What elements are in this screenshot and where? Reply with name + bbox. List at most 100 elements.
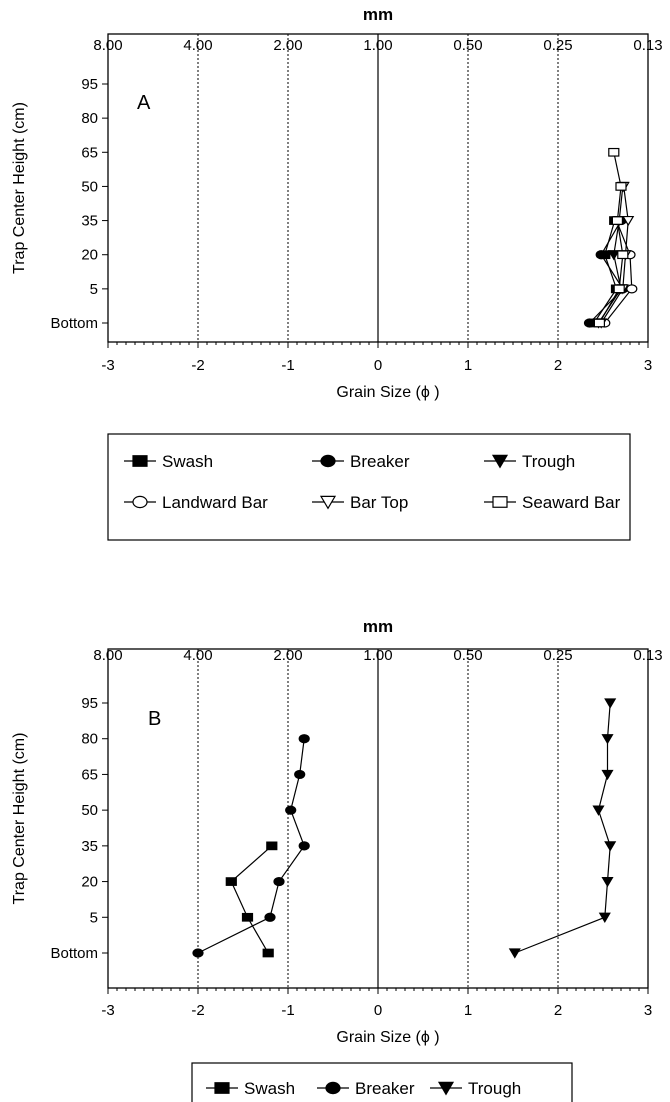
legend-box	[191, 1062, 573, 1102]
legend-a: Swash Breaker Trough Landward Bar Bar Top Sea…	[107, 433, 631, 541]
chart-panel-b: -3 -2 -1 0 1 2 3 8.00 4.00 2.00 1.00 0.50 0.25 0.13 mm…	[11, 617, 663, 1102]
series-seaward-bar	[593, 147, 629, 328]
data-point	[611, 216, 624, 225]
x-tick-label: 2	[554, 357, 562, 374]
data-point	[592, 805, 605, 816]
legend-label: Swash	[162, 452, 213, 471]
legend-b: Swash Breaker Trough	[191, 1062, 573, 1102]
legend-label: Breaker	[350, 452, 410, 471]
series-line	[598, 152, 624, 324]
top-tick-label: 0.50	[453, 37, 482, 54]
series-line	[514, 702, 611, 954]
data-point	[604, 698, 617, 709]
x-tick-label: 0	[374, 357, 382, 374]
y-tick-label: 65	[81, 766, 98, 783]
y-tick-label: 5	[90, 909, 98, 926]
x-tick-label: -1	[281, 357, 294, 374]
top-tick-label: 1.00	[363, 37, 392, 54]
series-swash	[225, 841, 278, 958]
x-axis-title: Grain Size (ϕ )	[336, 384, 439, 401]
y-tick-label: 80	[81, 731, 98, 748]
chart-panel-a: -3 -2 -1 0 1 2 3 8.00 4.00 2.00 1.00 0.50 0.25 0.13 mm…	[11, 5, 663, 541]
x-tick-label: 1	[464, 1002, 472, 1019]
data-point	[298, 841, 310, 851]
top-tick-label: 2.00	[273, 647, 302, 664]
data-point	[262, 948, 274, 958]
legend-marker	[132, 455, 148, 467]
series-line	[589, 220, 624, 324]
legend-label: Landward Bar	[162, 493, 268, 512]
top-axis-title: mm	[363, 617, 393, 636]
legend-label: Trough	[522, 452, 575, 471]
data-point	[622, 215, 635, 227]
data-point	[225, 877, 237, 886]
legend-marker	[492, 496, 508, 508]
y-tick-label: 80	[81, 110, 98, 127]
legend-label: Bar Top	[350, 493, 408, 512]
x-tick-label: -2	[191, 357, 204, 374]
y-tick-label: Bottom	[50, 945, 98, 962]
data-point	[593, 318, 606, 328]
data-point	[601, 769, 614, 781]
data-point	[266, 841, 278, 851]
series-line	[604, 220, 633, 324]
series-line	[593, 220, 618, 324]
data-point	[617, 250, 629, 260]
panel-label: A	[137, 92, 151, 114]
y-tick-label: Bottom	[50, 315, 98, 332]
data-point	[583, 318, 596, 328]
top-tick-label: 0.25	[543, 37, 572, 54]
y-axis-title: Trap Center Height (cm)	[11, 102, 28, 274]
y-tick-label: 20	[81, 874, 98, 891]
x-axis-title: Grain Size (ϕ )	[336, 1029, 439, 1046]
legend-marker	[214, 1082, 230, 1094]
top-tick-label: 1.00	[363, 647, 392, 664]
y-tick-label: 35	[81, 213, 98, 230]
series-trough	[508, 698, 617, 959]
y-tick-label: 95	[81, 695, 98, 712]
series-breaker	[192, 734, 310, 958]
data-point	[508, 948, 521, 959]
top-tick-label: 2.00	[273, 37, 302, 54]
x-tick-label: -3	[101, 357, 114, 374]
panel-label: B	[148, 708, 161, 730]
data-point	[601, 876, 614, 888]
legend-label: Trough	[468, 1079, 521, 1098]
y-tick-label: 5	[90, 281, 98, 298]
top-tick-label: 0.50	[453, 647, 482, 664]
legend-marker	[491, 454, 509, 469]
x-tick-label: 0	[374, 1002, 382, 1019]
series-line	[230, 845, 273, 954]
top-tick-label: 0.13	[633, 37, 662, 54]
data-point	[601, 734, 614, 745]
x-tick-label: 2	[554, 1002, 562, 1019]
top-tick-label: 0.13	[633, 647, 662, 664]
data-point	[598, 912, 611, 923]
data-point	[604, 841, 617, 852]
x-tick-label: 1	[464, 357, 472, 374]
legend-marker	[132, 495, 148, 509]
top-tick-label: 8.00	[93, 37, 122, 54]
x-tick-label: -1	[281, 1002, 294, 1019]
legend-label: Breaker	[355, 1079, 415, 1098]
data-point	[298, 734, 310, 744]
top-tick-label: 4.00	[183, 37, 212, 54]
legend-marker	[320, 454, 336, 468]
top-axis-title: mm	[363, 5, 393, 24]
y-tick-label: 35	[81, 838, 98, 855]
data-point	[607, 250, 620, 261]
legend-box	[107, 433, 631, 541]
data-point	[285, 805, 297, 815]
y-tick-label: 65	[81, 144, 98, 161]
y-tick-label: 50	[81, 178, 98, 195]
x-tick-label: -3	[101, 1002, 114, 1019]
legend-label: Swash	[244, 1079, 295, 1098]
data-point	[615, 182, 627, 191]
x-tick-label: -2	[191, 1002, 204, 1019]
data-point	[294, 769, 306, 780]
legend-label: Seaward Bar	[522, 493, 621, 512]
top-tick-label: 0.25	[543, 647, 572, 664]
series-landward-bar	[599, 215, 638, 328]
data-point	[595, 250, 607, 260]
